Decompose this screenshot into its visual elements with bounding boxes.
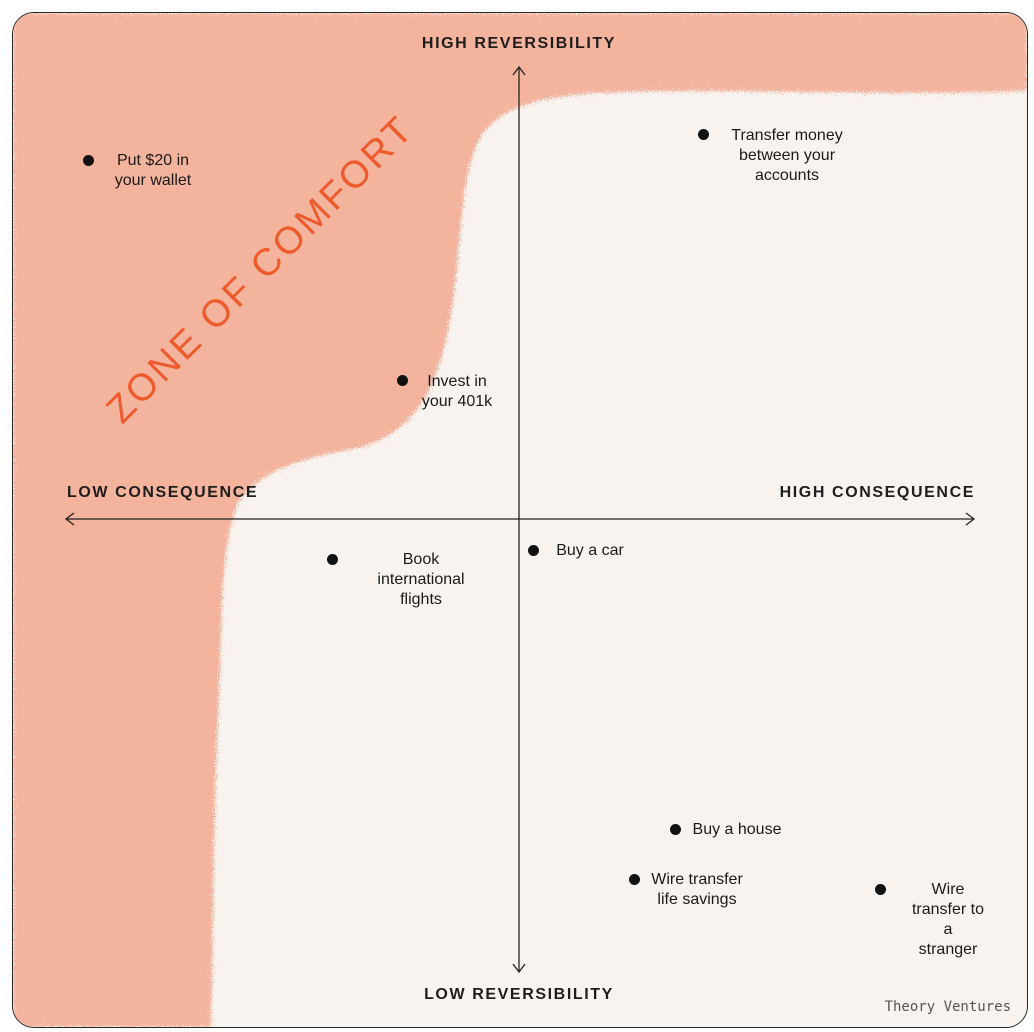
axis-label-left: LOW CONSEQUENCE [67,484,259,501]
item-label: Buy a car [556,542,624,559]
zone-of-comfort-region [13,13,1027,1027]
vertical-axis-arrow-bottom [512,963,526,974]
item-label: Buy a house [692,821,782,838]
horizontal-axis-arrow-left [64,512,75,526]
item-dot [698,129,709,140]
item-dot [875,884,886,895]
vertical-axis-arrow-top [512,65,526,76]
item-label: Invest in your 401k [421,373,493,410]
quadrant-card: ZONE OF COMFORT HIGH REVERSIBILITY LOW R… [12,12,1028,1028]
item-dot [528,545,539,556]
item-label: Transfer money between your accounts [731,127,843,184]
item-dot [670,824,681,835]
axis-label-top: HIGH REVERSIBILITY [421,35,617,52]
item-dot [397,375,408,386]
horizontal-axis-arrow-right [965,512,976,526]
item-label: Book international flights [377,551,465,608]
axes [64,65,976,974]
brand-logo-text: Theory Ventures [884,999,1011,1015]
item-label: Wire transfer life savings [651,871,743,908]
item-dot [327,554,338,565]
item-label: Wire transfer to a stranger [911,881,985,958]
axis-label-right: HIGH CONSEQUENCE [779,484,975,501]
item-dot [83,155,94,166]
item-label: Put $20 in your wallet [114,152,192,189]
item-dot [629,874,640,885]
axis-label-bottom: LOW REVERSIBILITY [424,986,614,1003]
